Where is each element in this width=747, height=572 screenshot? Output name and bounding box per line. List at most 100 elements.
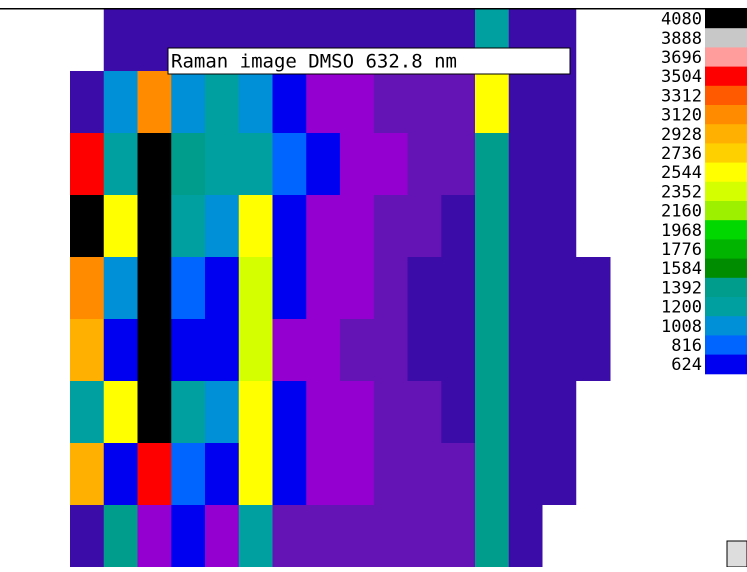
heatmap-cell	[70, 71, 105, 134]
scale-label: 3888	[661, 29, 702, 49]
heatmap-cell	[137, 319, 172, 382]
heatmap-cell	[103, 133, 138, 196]
color-swatch	[705, 335, 747, 356]
top-border	[0, 8, 747, 10]
heatmap-cell	[238, 195, 273, 258]
heatmap-cell	[70, 443, 105, 506]
heatmap-cell	[272, 195, 307, 258]
heatmap-cell	[171, 381, 206, 444]
heatmap-cell	[272, 71, 307, 134]
heatmap-cell	[238, 505, 273, 568]
heatmap-cell	[508, 257, 543, 320]
heatmap-cell	[103, 9, 138, 72]
scale-label: 1200	[661, 298, 702, 318]
color-swatch	[705, 354, 747, 375]
heatmap-cell	[340, 133, 375, 196]
heatmap-cell	[542, 319, 577, 382]
heatmap-cell	[70, 319, 105, 382]
heatmap-cell	[576, 71, 611, 134]
scale-label: 3696	[661, 48, 702, 68]
heatmap-cell	[103, 195, 138, 258]
heatmap-cell	[272, 443, 307, 506]
heatmap-cell	[542, 257, 577, 320]
scale-label: 2160	[661, 202, 702, 222]
heatmap-cell	[238, 133, 273, 196]
scale-label: 1968	[661, 221, 702, 241]
heatmap-cell	[103, 381, 138, 444]
heatmap	[70, 9, 611, 568]
heatmap-cell	[576, 9, 611, 72]
heatmap-cell	[238, 71, 273, 134]
heatmap-cell	[306, 257, 341, 320]
scale-label: 3312	[661, 86, 702, 106]
heatmap-cell	[475, 381, 510, 444]
heatmap-cell	[205, 71, 240, 134]
heatmap-cell	[576, 195, 611, 258]
heatmap-cell	[137, 505, 172, 568]
heatmap-cell	[137, 195, 172, 258]
heatmap-cell	[441, 505, 476, 568]
color-swatch	[705, 28, 747, 48]
heatmap-cell	[238, 443, 273, 506]
heatmap-cell	[475, 133, 510, 196]
scale-label: 3504	[661, 67, 702, 87]
heatmap-cell	[508, 443, 543, 506]
heatmap-cell	[238, 257, 273, 320]
heatmap-cell	[340, 71, 375, 134]
color-swatch	[705, 47, 747, 68]
heatmap-cell	[373, 443, 408, 506]
heatmap-cell	[407, 319, 442, 382]
heatmap-cell	[508, 133, 543, 196]
heatmap-cell	[137, 9, 172, 72]
heatmap-cell	[542, 443, 577, 506]
heatmap-cell	[272, 319, 307, 382]
heatmap-cell	[238, 319, 273, 382]
scale-label: 1008	[661, 317, 702, 337]
heatmap-cell	[205, 319, 240, 382]
heatmap-cell	[70, 505, 105, 568]
heatmap-cell	[272, 133, 307, 196]
heatmap-cell	[137, 443, 172, 506]
heatmap-cell	[306, 505, 341, 568]
heatmap-cell	[70, 9, 105, 72]
heatmap-cell	[137, 71, 172, 134]
heatmap-cell	[373, 319, 408, 382]
heatmap-cell	[171, 257, 206, 320]
heatmap-cell	[441, 195, 476, 258]
heatmap-cell	[103, 505, 138, 568]
heatmap-cell	[340, 319, 375, 382]
heatmap-cell	[373, 257, 408, 320]
heatmap-cell	[306, 443, 341, 506]
heatmap-cell	[70, 195, 105, 258]
heatmap-cell	[576, 381, 611, 444]
heatmap-cell	[441, 381, 476, 444]
heatmap-cell	[542, 195, 577, 258]
title-box	[167, 47, 571, 75]
resize-handle[interactable]	[726, 540, 747, 568]
heatmap-cell	[441, 443, 476, 506]
heatmap-cell	[306, 195, 341, 258]
heatmap-cell	[272, 257, 307, 320]
heatmap-cell	[475, 71, 510, 134]
heatmap-cell	[340, 257, 375, 320]
heatmap-cell	[272, 381, 307, 444]
heatmap-cell	[238, 381, 273, 444]
heatmap-cell	[475, 443, 510, 506]
heatmap-cell	[205, 381, 240, 444]
heatmap-cell	[340, 505, 375, 568]
heatmap-cell	[407, 133, 442, 196]
heatmap-cell	[441, 133, 476, 196]
scale-label: 624	[671, 355, 702, 375]
heatmap-cell	[103, 257, 138, 320]
color-swatch	[705, 143, 747, 164]
heatmap-cell	[205, 257, 240, 320]
color-swatch	[705, 220, 747, 240]
color-swatch	[705, 9, 747, 29]
heatmap-cell	[475, 195, 510, 258]
heatmap-cell	[171, 71, 206, 134]
heatmap-cell	[373, 381, 408, 444]
heatmap-cell	[205, 505, 240, 568]
chart-title: Raman image DMSO 632.8 nm	[171, 51, 457, 73]
heatmap-cell	[475, 505, 510, 568]
